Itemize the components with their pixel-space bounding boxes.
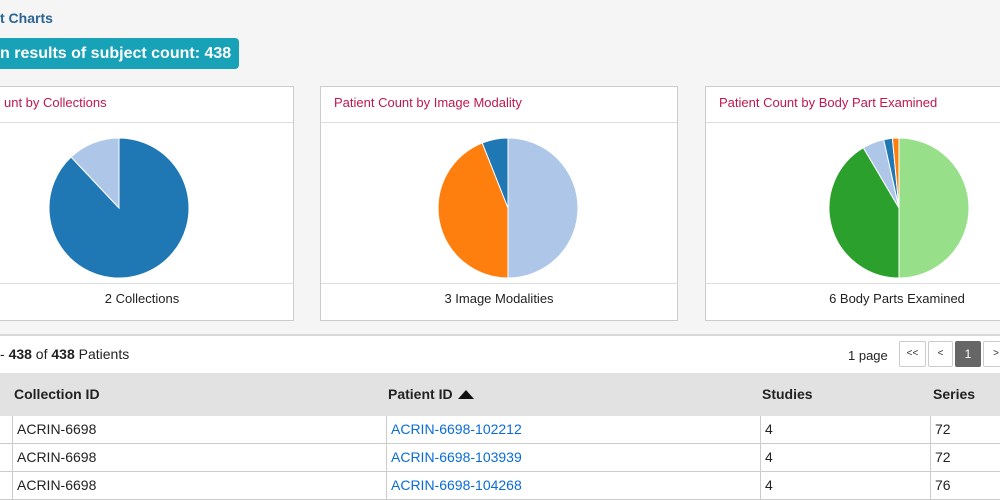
image-modality-chart-footer: 3 Image Modalities <box>321 283 677 320</box>
pie-slice-3[interactable] <box>481 137 509 209</box>
range-total: 438 <box>51 346 75 362</box>
body-part-chart-title: Patient Count by Body Part Examined <box>706 87 1000 123</box>
table-header-row: Collection ID Patient ID Studies Series <box>0 373 1000 416</box>
page-count: 1 page <box>848 348 888 363</box>
results-range-text: - 438 of 438 Patients <box>0 346 129 362</box>
image-modality-chart-title: Patient Count by Image Modality <box>321 87 677 123</box>
patient-id-link[interactable]: ACRIN-6698-103939 <box>391 449 522 465</box>
body-part-pie-chart <box>706 123 1000 284</box>
pie-slice-2[interactable] <box>70 137 120 210</box>
range-end: 438 <box>8 346 32 362</box>
series-header[interactable]: Series <box>933 386 976 402</box>
table-row: ACRIN-6698 ACRIN-6698-102212 4 72 <box>0 416 1000 444</box>
patient-id-header[interactable]: Patient ID <box>388 373 474 416</box>
cell-divider <box>760 472 761 500</box>
pie-slice-1[interactable] <box>507 137 579 279</box>
patient-id-cell: ACRIN-6698-104268 <box>391 472 522 499</box>
collections-chart-footer: 2 Collections <box>0 283 293 320</box>
cell-divider <box>930 416 931 444</box>
first-page-button[interactable]: << <box>899 341 926 367</box>
pie-slice-2[interactable] <box>828 147 900 279</box>
image-modality-chart-panel: Patient Count by Image Modality 3 Image … <box>320 86 678 321</box>
collection-id-cell: ACRIN-6698 <box>17 421 97 437</box>
collections-pie-svg <box>48 137 190 279</box>
series-cell: 76 <box>935 477 951 493</box>
studies-cell: 4 <box>765 477 773 493</box>
results-count-badge: n results of subject count: 438 <box>0 38 240 69</box>
collection-id-cell: ACRIN-6698 <box>17 477 97 493</box>
image-modality-pie-svg <box>437 137 579 279</box>
range-of: of <box>31 346 52 362</box>
previous-page-button[interactable]: < <box>928 341 953 367</box>
cell-divider <box>386 472 387 500</box>
cell-divider <box>760 444 761 472</box>
charts-section: t Charts n results of subject count: 438… <box>0 10 1000 321</box>
page-title: t Charts <box>0 10 53 26</box>
pie-slice-2[interactable] <box>437 142 509 279</box>
pie-slice-5[interactable] <box>891 137 900 209</box>
table-row: ACRIN-6698 ACRIN-6698-103939 4 72 <box>0 444 1000 472</box>
cell-divider <box>12 472 13 500</box>
series-cell: 72 <box>935 421 951 437</box>
results-section: - 438 of 438 Patients 1 page << < 1 > Co… <box>0 336 1000 500</box>
studies-cell: 4 <box>765 449 773 465</box>
pie-slice-1[interactable] <box>898 137 970 279</box>
cell-divider <box>930 472 931 500</box>
patient-id-link[interactable]: ACRIN-6698-102212 <box>391 421 522 437</box>
cell-divider <box>930 444 931 472</box>
collections-pie-chart <box>0 123 293 284</box>
range-prefix: - <box>0 346 9 362</box>
range-suffix: Patients <box>74 346 130 362</box>
studies-header[interactable]: Studies <box>762 386 813 402</box>
sort-ascending-icon[interactable] <box>457 390 474 399</box>
table-row: ACRIN-6698 ACRIN-6698-104268 4 76 <box>0 472 1000 500</box>
section-divider <box>0 334 1000 336</box>
collection-id-cell: ACRIN-6698 <box>17 449 97 465</box>
collections-chart-panel: unt by Collections 2 Collections <box>0 86 294 321</box>
studies-cell: 4 <box>765 421 773 437</box>
next-page-button[interactable]: > <box>983 341 1000 367</box>
patient-id-cell: ACRIN-6698-103939 <box>391 444 522 471</box>
body-part-chart-panel: Patient Count by Body Part Examined 6 Bo… <box>705 86 1000 321</box>
cell-divider <box>12 444 13 472</box>
collection-id-header[interactable]: Collection ID <box>14 386 100 402</box>
collections-chart-title: unt by Collections <box>0 87 293 123</box>
body-part-pie-svg <box>828 137 970 279</box>
cell-divider <box>760 416 761 444</box>
image-modality-pie-chart <box>321 123 677 284</box>
patient-id-cell: ACRIN-6698-102212 <box>391 416 522 443</box>
series-cell: 72 <box>935 449 951 465</box>
patient-id-header-label: Patient ID <box>388 386 453 402</box>
cell-divider <box>386 416 387 444</box>
cell-divider <box>386 444 387 472</box>
patient-id-link[interactable]: ACRIN-6698-104268 <box>391 477 522 493</box>
body-part-chart-footer: 6 Body Parts Examined <box>706 283 1000 320</box>
current-page-button[interactable]: 1 <box>955 341 981 367</box>
cell-divider <box>12 416 13 444</box>
